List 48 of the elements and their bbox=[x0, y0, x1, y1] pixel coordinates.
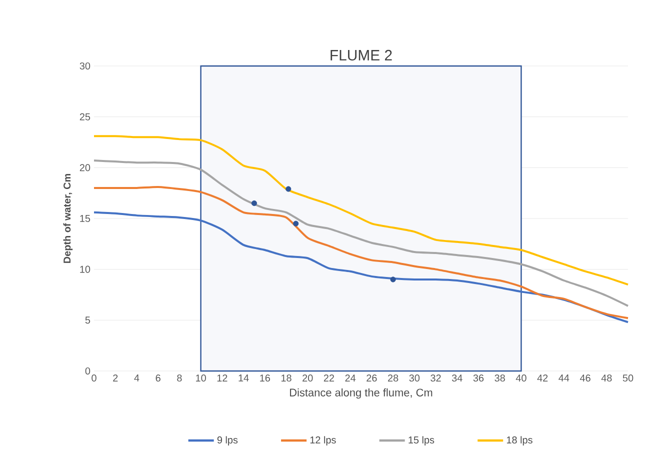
x-axis-title: Distance along the flume, Cm bbox=[290, 388, 432, 399]
x-tick-label: 26 bbox=[366, 374, 377, 382]
x-tick-label: 38 bbox=[494, 374, 505, 382]
x-tick-label: 48 bbox=[601, 374, 612, 382]
x-tick-label: 32 bbox=[430, 374, 441, 382]
x-tick-label: 4 bbox=[134, 374, 140, 382]
legend-label: 12 lps bbox=[310, 436, 336, 446]
legend-label: 9 lps bbox=[217, 436, 238, 446]
x-tick-label: 50 bbox=[622, 374, 634, 382]
y-axis-title: Depth of water, Cm bbox=[63, 174, 73, 263]
x-tick-label: 24 bbox=[345, 374, 356, 382]
x-tick-label: 8 bbox=[177, 374, 182, 382]
x-tick-label: 28 bbox=[388, 374, 398, 382]
y-tick-label: 5 bbox=[85, 316, 90, 324]
x-tick-label: 30 bbox=[409, 374, 420, 382]
legend-label: 15 lps bbox=[408, 436, 434, 446]
x-tick-label: 22 bbox=[324, 374, 334, 382]
y-tick-label: 25 bbox=[80, 113, 90, 120]
point bbox=[286, 186, 292, 192]
y-tick-label: 20 bbox=[80, 164, 90, 172]
x-tick-label: 6 bbox=[156, 374, 160, 382]
x-tick-label: 42 bbox=[537, 374, 548, 382]
x-tick-label: 14 bbox=[238, 374, 249, 382]
x-tick-label: 34 bbox=[452, 374, 462, 382]
x-tick-label: 0 bbox=[92, 374, 96, 382]
x-tick-label: 44 bbox=[558, 374, 570, 382]
x-tick-label: 20 bbox=[302, 374, 313, 382]
line-series bbox=[93, 211, 629, 324]
y-tick-label: 0 bbox=[85, 367, 90, 375]
chart-title: FLUME 2 bbox=[330, 50, 392, 60]
point bbox=[251, 200, 257, 206]
line-series bbox=[93, 186, 629, 320]
x-tick-label: 16 bbox=[260, 374, 270, 382]
point bbox=[390, 276, 396, 282]
y-tick-label: 30 bbox=[80, 62, 90, 70]
x-tick-label: 10 bbox=[196, 374, 206, 382]
x-tick-label: 2 bbox=[113, 374, 118, 382]
line-series bbox=[93, 135, 629, 286]
line-series bbox=[93, 160, 629, 307]
x-tick-label: 36 bbox=[473, 374, 484, 382]
x-tick-label: 12 bbox=[217, 374, 228, 382]
x-tick-label: 46 bbox=[580, 374, 590, 382]
x-tick-label: 18 bbox=[281, 374, 292, 382]
point bbox=[293, 220, 299, 226]
x-tick-label: 40 bbox=[516, 374, 526, 382]
y-tick-label: 15 bbox=[80, 215, 90, 222]
legend-label: 18 lps bbox=[506, 436, 532, 446]
y-tick-label: 10 bbox=[80, 266, 90, 273]
